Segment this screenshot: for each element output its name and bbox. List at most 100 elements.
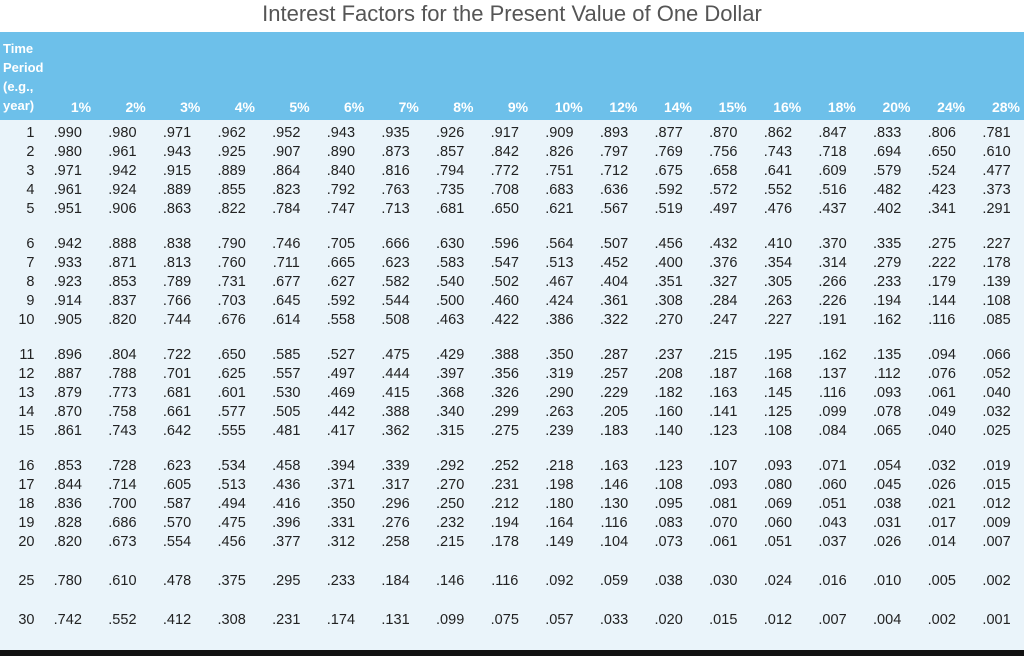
rate-header: 10% bbox=[554, 99, 583, 115]
factor-cell: .060 bbox=[763, 515, 793, 531]
factor-cell: .645 bbox=[272, 293, 301, 309]
rate-header: 2% bbox=[125, 99, 146, 115]
factor-cell: .570 bbox=[162, 515, 192, 531]
factor-cell: .665 bbox=[326, 255, 356, 271]
factor-cell: .178 bbox=[490, 534, 519, 550]
factor-cell: .033 bbox=[599, 612, 629, 628]
factor-cell: .763 bbox=[381, 182, 410, 198]
factor-cell: .263 bbox=[763, 293, 793, 309]
factor-cell: .314 bbox=[818, 255, 847, 271]
factor-cell: .377 bbox=[272, 534, 301, 550]
factor-cell: .475 bbox=[217, 515, 246, 531]
factor-cell: .180 bbox=[545, 496, 574, 512]
factor-cell: .579 bbox=[873, 163, 902, 179]
factor-cell: .270 bbox=[654, 312, 683, 328]
table-row: 2 .980 .961 .943 .925 .907 .890 .873 .857 .842 .82… bbox=[0, 143, 1024, 162]
factor-cell: .004 bbox=[873, 612, 902, 628]
factor-cell: .552 bbox=[108, 612, 137, 628]
factor-cell: .870 bbox=[53, 404, 82, 420]
factor-cell: .871 bbox=[108, 255, 137, 271]
factor-cell: .059 bbox=[599, 573, 629, 589]
factor-cell: .010 bbox=[873, 573, 902, 589]
factor-cell: .478 bbox=[162, 573, 192, 589]
table-row: 16 .853 .728 .623 .534 .458 .394 .339 .292 .252 .2… bbox=[0, 457, 1024, 476]
factor-cell: .906 bbox=[108, 201, 137, 217]
factor-cell: .229 bbox=[599, 385, 629, 401]
factor-cell: .842 bbox=[490, 144, 519, 160]
table-row: 30 .742 .552 .412 .308 .231 .174 .131 .099 .075 .0… bbox=[0, 611, 1024, 630]
factor-cell: .065 bbox=[873, 423, 902, 439]
table-row: 7 .933 .871 .813 .760 .711 .665 .623 .583 .547 .51… bbox=[0, 254, 1024, 273]
factor-cell: .066 bbox=[982, 347, 1011, 363]
factor-cell: .182 bbox=[654, 385, 683, 401]
factor-cell: .746 bbox=[272, 236, 301, 252]
factor-cell: .350 bbox=[326, 496, 356, 512]
factor-cell: .205 bbox=[599, 404, 629, 420]
factor-cell: .544 bbox=[381, 293, 410, 309]
factor-cell: .658 bbox=[709, 163, 738, 179]
factor-cell: .781 bbox=[982, 125, 1011, 141]
factor-cell: .040 bbox=[982, 385, 1011, 401]
factor-cell: .507 bbox=[599, 236, 629, 252]
table-row: 25 .780 .610 .478 .375 .295 .233 .184 .146 .116 .0… bbox=[0, 572, 1024, 591]
factor-cell: .227 bbox=[763, 312, 793, 328]
factor-cell: .456 bbox=[217, 534, 246, 550]
factor-cell: .402 bbox=[873, 201, 902, 217]
factor-cell: .838 bbox=[162, 236, 192, 252]
factor-cell: .376 bbox=[709, 255, 738, 271]
factor-cell: .412 bbox=[162, 612, 192, 628]
factor-cell: .650 bbox=[927, 144, 956, 160]
table-header-row: Time Period (e.g., year) 1% 2% 3% 4% 5% 6% 7% 8… bbox=[0, 32, 1024, 120]
factor-cell: .051 bbox=[818, 496, 847, 512]
factor-cell: .305 bbox=[763, 274, 793, 290]
factor-cell: .015 bbox=[982, 477, 1011, 493]
factor-cell: .756 bbox=[709, 144, 738, 160]
factor-cell: .694 bbox=[873, 144, 902, 160]
factor-cell: .467 bbox=[545, 274, 574, 290]
factor-cell: .636 bbox=[599, 182, 629, 198]
factor-cell: .577 bbox=[217, 404, 246, 420]
factor-cell: .980 bbox=[108, 125, 137, 141]
period-cell: 7 bbox=[26, 255, 35, 271]
factor-cell: .742 bbox=[53, 612, 82, 628]
factor-cell: .823 bbox=[272, 182, 301, 198]
factor-cell: .093 bbox=[873, 385, 902, 401]
factor-cell: .862 bbox=[763, 125, 793, 141]
factor-cell: .888 bbox=[108, 236, 137, 252]
table-row: 3 .971 .942 .915 .889 .864 .840 .816 .794 .772 .75… bbox=[0, 162, 1024, 181]
factor-cell: .686 bbox=[108, 515, 137, 531]
factor-cell: .075 bbox=[490, 612, 519, 628]
factor-cell: .164 bbox=[545, 515, 574, 531]
factor-cell: .116 bbox=[491, 573, 519, 589]
factor-cell: .215 bbox=[436, 534, 465, 550]
factor-cell: .677 bbox=[272, 274, 301, 290]
factor-cell: .247 bbox=[709, 312, 738, 328]
factor-cell: .007 bbox=[982, 534, 1011, 550]
factor-cell: .099 bbox=[818, 404, 847, 420]
factor-cell: .942 bbox=[53, 236, 82, 252]
period-cell: 15 bbox=[18, 423, 35, 439]
factor-cell: .168 bbox=[763, 366, 793, 382]
factor-cell: .896 bbox=[53, 347, 82, 363]
factor-cell: .971 bbox=[162, 125, 192, 141]
factor-cell: .139 bbox=[982, 274, 1011, 290]
factor-cell: .458 bbox=[272, 458, 301, 474]
factor-cell: .024 bbox=[763, 573, 793, 589]
factor-cell: .276 bbox=[381, 515, 410, 531]
factor-cell: .703 bbox=[217, 293, 246, 309]
factor-cell: .354 bbox=[763, 255, 793, 271]
factor-cell: .592 bbox=[326, 293, 356, 309]
factor-cell: .547 bbox=[490, 255, 519, 271]
rate-header: 24% bbox=[937, 99, 966, 115]
factor-cell: .085 bbox=[982, 312, 1011, 328]
factor-cell: .002 bbox=[982, 573, 1011, 589]
factor-cell: .429 bbox=[436, 347, 465, 363]
factor-cell: .879 bbox=[53, 385, 82, 401]
factor-cell: .162 bbox=[873, 312, 902, 328]
factor-cell: .275 bbox=[490, 423, 519, 439]
factor-cell: .012 bbox=[763, 612, 793, 628]
factor-cell: .061 bbox=[927, 385, 956, 401]
rate-header: 15% bbox=[718, 99, 747, 115]
period-cell: 25 bbox=[18, 573, 35, 589]
factor-cell: .351 bbox=[654, 274, 683, 290]
